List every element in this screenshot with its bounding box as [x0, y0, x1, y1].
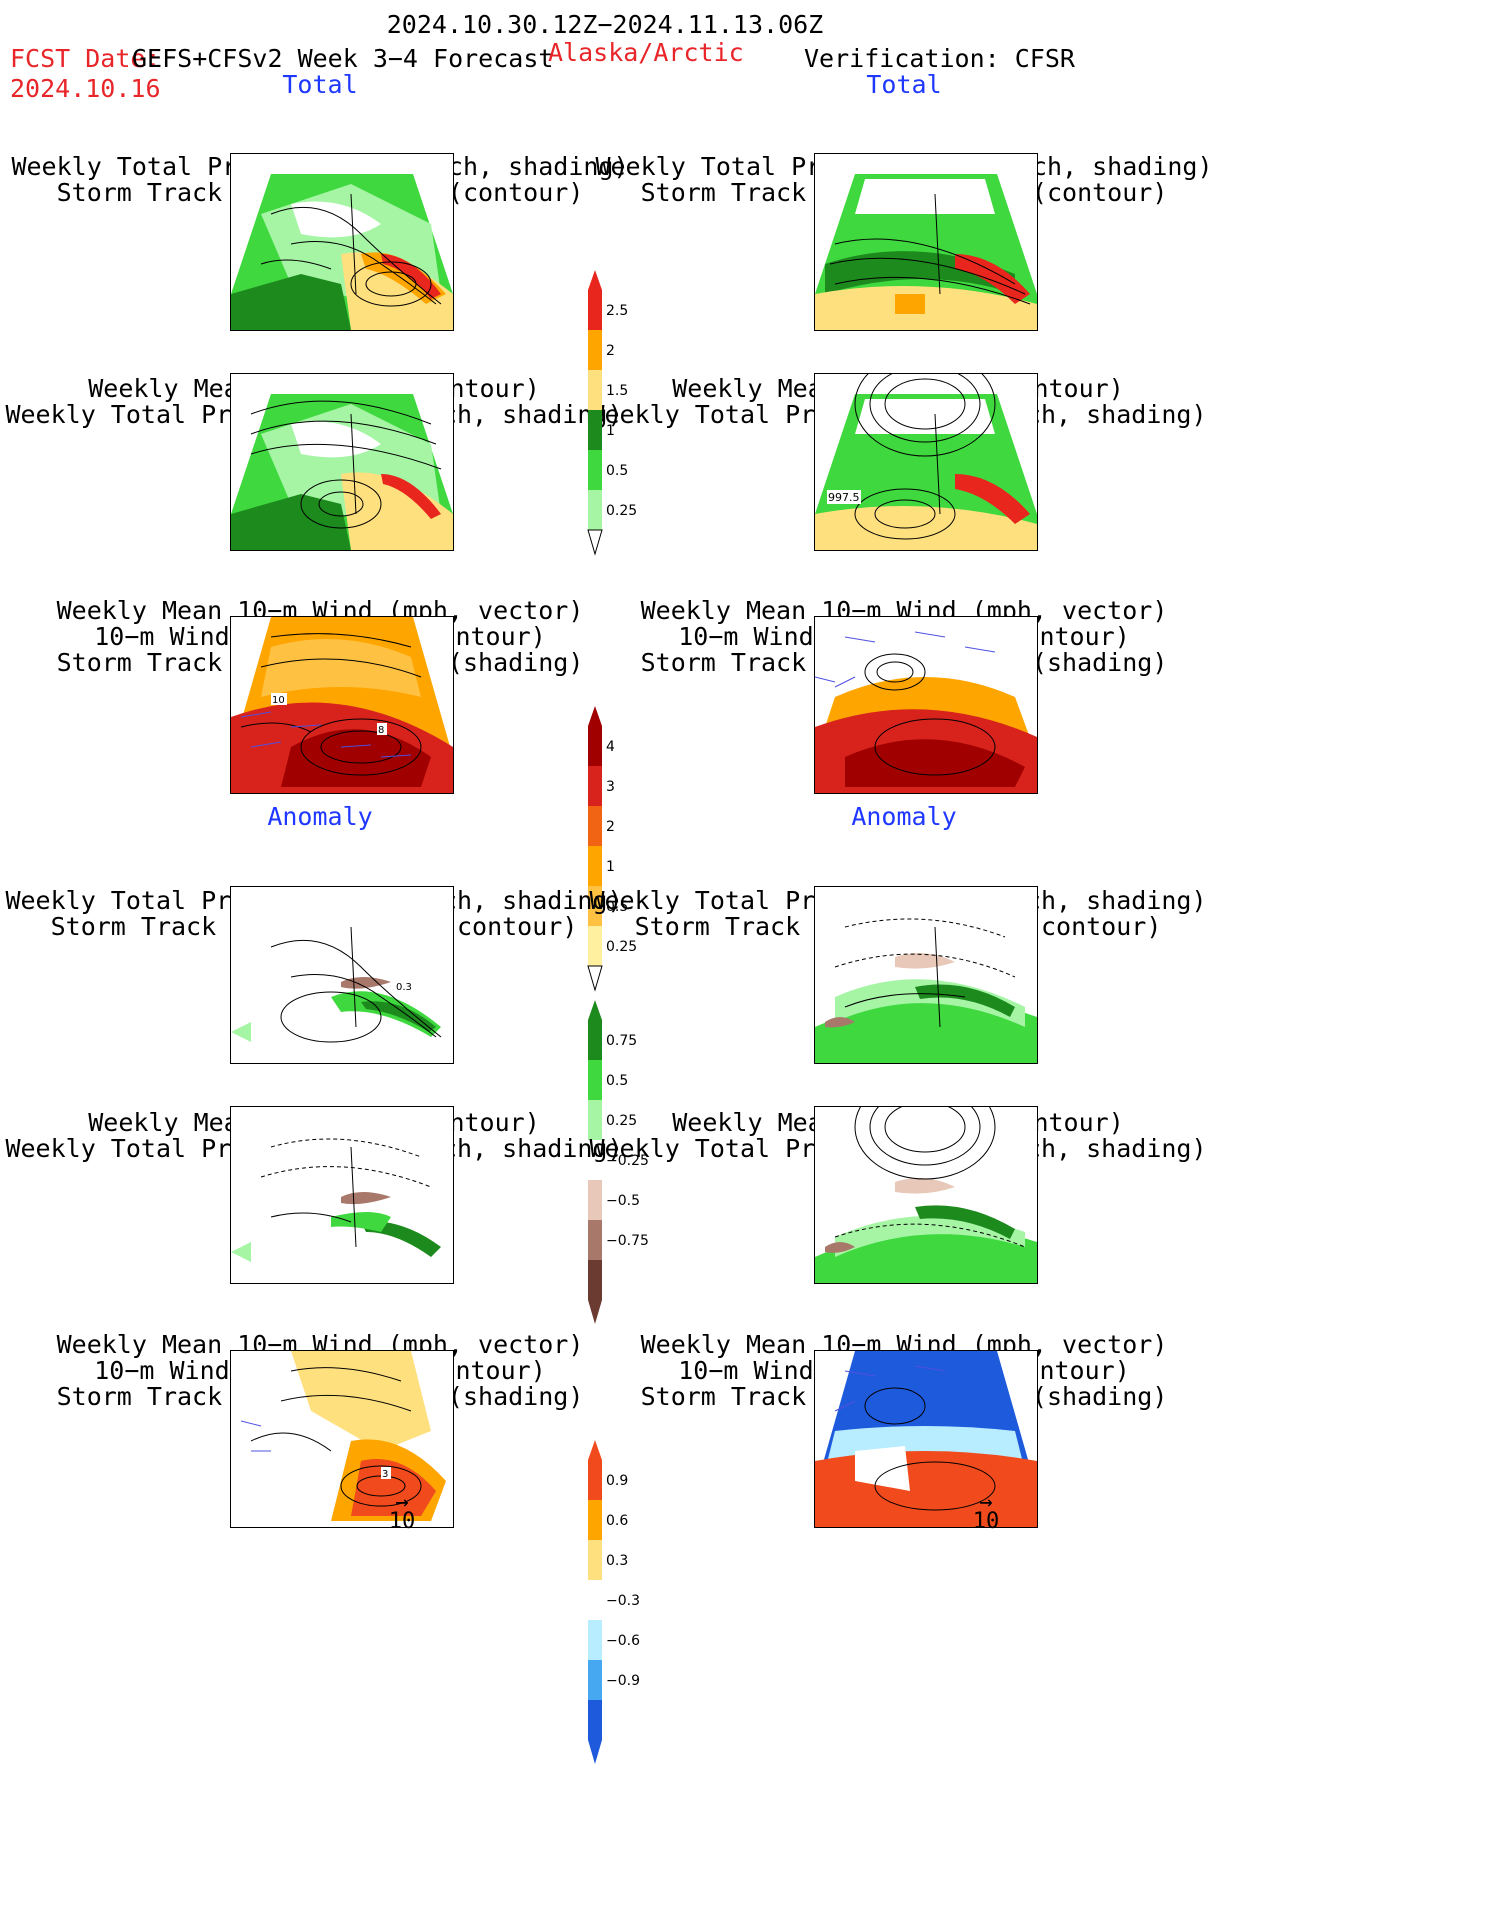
map-fcst-slp-precip-anom: [230, 1106, 454, 1284]
colorbar-segment: [588, 726, 602, 766]
section-anomaly-verification: Anomaly: [851, 802, 957, 831]
colorbar-segment: [588, 1180, 602, 1220]
colorbar-tick-label: 2.5: [606, 303, 628, 319]
map-fcst-slp-precip-total: [230, 373, 454, 551]
map-fcst-precip-storm-total: [230, 153, 454, 331]
fcst-date-label: FCST Date:: [10, 44, 161, 73]
colorbar-segment: [588, 330, 602, 370]
colorbar-tick-label: 4: [606, 739, 615, 755]
colorbar-tick-label: 0.5: [606, 463, 628, 479]
colorbar-tick-label: 0.75: [606, 1033, 637, 1049]
section-anomaly-forecast: Anomaly: [267, 802, 373, 831]
colorbar-segment: [588, 1060, 602, 1100]
vector-ref-cfsr-anom: → 10: [966, 1490, 1006, 1534]
colorbar-segment: [588, 1460, 602, 1500]
colorbar-bottom-triangle: [588, 1300, 602, 1324]
colorbar-bottom-triangle: [588, 1740, 602, 1764]
colorbar-tick-label: 3: [606, 779, 615, 795]
section-total-forecast: Total: [282, 70, 358, 99]
colorbar-segment: [588, 1220, 602, 1260]
model-title: GEFS+CFSv2 Week 3−4 Forecast: [132, 44, 554, 73]
colorbar-tick-label: −0.5: [606, 1193, 640, 1209]
colorbar-segment: [588, 1020, 602, 1060]
colorbar-segment: [588, 490, 602, 530]
anom-contour-label: 0.3: [396, 982, 412, 993]
colorbar-top-triangle: [588, 706, 602, 726]
colorbar-top-triangle: [588, 270, 602, 290]
colorbar-segment: [588, 1540, 602, 1580]
map-fcst-wind-storm-total: 10 8: [230, 616, 454, 794]
colorbar-top-triangle: [588, 1000, 602, 1020]
colorbar-tick-label: 1: [606, 859, 615, 875]
colorbar-tick-label: 0.5: [606, 1073, 628, 1089]
colorbar-tick-label: −0.9: [606, 1673, 640, 1689]
colorbar-segment: [588, 410, 602, 450]
colorbar-segment: [588, 1500, 602, 1540]
colorbar-tick-label: 0.25: [606, 939, 637, 955]
colorbar-segment: [588, 1700, 602, 1740]
colorbar-segment: [588, 290, 602, 330]
colorbar-precip-anom: 0.75 0.5 0.25 −0.25 −0.5 −0.75: [580, 1000, 700, 1334]
verification-title: Verification: CFSR: [804, 44, 1075, 73]
colorbar-tick-label: 1: [606, 423, 615, 439]
colorbar-tick-label: −0.3: [606, 1593, 640, 1609]
period-title: 2024.10.30.12Z−2024.11.13.06Z: [386, 10, 824, 39]
wind-anom-contour-label: 3: [382, 1469, 388, 1480]
colorbar-tick-label: 0.6: [606, 1513, 628, 1529]
colorbar-top-triangle: [588, 1440, 602, 1460]
wind-contour-label-a: 10: [272, 695, 285, 706]
map-cfsr-precip-storm-total: [814, 153, 1038, 331]
colorbar-segment: [588, 806, 602, 846]
vector-ref-fcst-anom: → 10: [382, 1490, 422, 1534]
colorbar-segment: [588, 1140, 602, 1180]
slp-contour-label: 997.5: [828, 491, 860, 504]
map-fcst-precip-storm-anom: 0.3: [230, 886, 454, 1064]
colorbar-storm-anom: 0.9 0.6 0.3 −0.3 −0.6 −0.9: [580, 1440, 700, 1764]
colorbar-tick-label: −0.75: [606, 1233, 649, 1249]
colorbar-tick-label: 0.25: [606, 503, 637, 519]
region-title: Alaska/Arctic: [548, 38, 744, 67]
map-fcst-wind-storm-anom: 3: [230, 1350, 454, 1528]
colorbar-tick-label: 0.9: [606, 1473, 628, 1489]
colorbar-segment: [588, 370, 602, 410]
wind-contour-label-b: 8: [378, 725, 384, 736]
colorbar-segment: [588, 846, 602, 886]
colorbar-tick-label: −0.25: [606, 1153, 649, 1169]
colorbar-bottom-triangle: [587, 965, 603, 992]
colorbar-tick-label: 2: [606, 819, 615, 835]
colorbar-segment: [588, 1620, 602, 1660]
colorbar-tick-label: 0.3: [606, 1553, 628, 1569]
fcst-date-value: 2024.10.16: [10, 74, 161, 103]
section-total-verification: Total: [866, 70, 942, 99]
map-cfsr-slp-precip-anom: [814, 1106, 1038, 1284]
colorbar-segment: [588, 1580, 602, 1620]
colorbar-precip-total: 2.5 2 1.5 1 0.5 0.25: [580, 270, 700, 564]
map-cfsr-wind-storm-total: [814, 616, 1038, 794]
colorbar-segment: [588, 886, 602, 926]
colorbar-tick-label: 2: [606, 343, 615, 359]
colorbar-storm-total: 4 3 2 1 0.5 0.25: [580, 706, 700, 1000]
colorbar-tick-label: −0.6: [606, 1633, 640, 1649]
map-cfsr-precip-storm-anom: [814, 886, 1038, 1064]
colorbar-segment: [588, 766, 602, 806]
colorbar-tick-label: 0.5: [606, 899, 628, 915]
arrow-right-icon: →: [395, 1490, 409, 1515]
colorbar-segment: [588, 1260, 602, 1300]
colorbar-tick-label: 1.5: [606, 383, 628, 399]
colorbar-segment: [588, 450, 602, 490]
colorbar-bottom-triangle: [587, 529, 603, 556]
colorbar-segment: [588, 1100, 602, 1140]
map-cfsr-wind-storm-anom: [814, 1350, 1038, 1528]
colorbar-segment: [588, 926, 602, 966]
colorbar-segment: [588, 1660, 602, 1700]
arrow-right-icon: →: [979, 1490, 993, 1515]
map-cfsr-slp-precip-total: 997.5: [814, 373, 1038, 551]
colorbar-tick-label: 0.25: [606, 1113, 637, 1129]
